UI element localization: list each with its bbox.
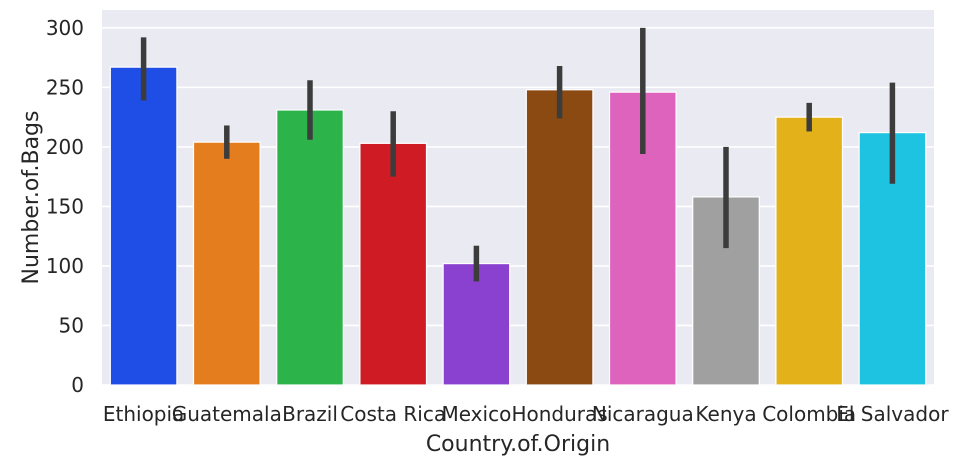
error-bars bbox=[140, 27, 896, 282]
bars bbox=[109, 66, 927, 386]
x-tick-label: El Salvador bbox=[836, 402, 949, 426]
bar bbox=[525, 89, 594, 386]
bar bbox=[109, 66, 178, 386]
x-tick-label: Brazil bbox=[282, 402, 338, 426]
bar bbox=[442, 262, 511, 386]
y-tick-label: 150 bbox=[46, 194, 84, 218]
y-tick-label: 300 bbox=[46, 16, 84, 40]
y-axis-ticks: 0 50 100 150 200 250 300 bbox=[46, 16, 84, 397]
x-tick-label: Kenya bbox=[695, 402, 756, 426]
x-tick-label: Colombia bbox=[762, 402, 856, 426]
y-tick-label: 50 bbox=[59, 313, 84, 337]
y-tick-label: 250 bbox=[46, 75, 84, 99]
bar bbox=[192, 141, 261, 386]
x-tick-label: Honduras bbox=[511, 402, 607, 426]
x-tick-label: Ethiopia bbox=[103, 402, 184, 426]
x-tick-label: Guatemala bbox=[172, 402, 282, 426]
bar bbox=[276, 109, 344, 386]
y-axis-title: Number.of.Bags bbox=[19, 111, 44, 285]
x-axis-title: Country.of.Origin bbox=[426, 432, 610, 457]
y-tick-label: 0 bbox=[71, 373, 84, 397]
bar bbox=[359, 142, 428, 386]
bar bbox=[775, 116, 844, 386]
y-tick-label: 100 bbox=[46, 254, 84, 278]
x-tick-label: Costa Rica bbox=[340, 402, 446, 426]
x-tick-label: Nicaragua bbox=[592, 402, 694, 426]
y-tick-label: 200 bbox=[46, 135, 84, 159]
x-tick-label: Mexico bbox=[441, 402, 511, 426]
